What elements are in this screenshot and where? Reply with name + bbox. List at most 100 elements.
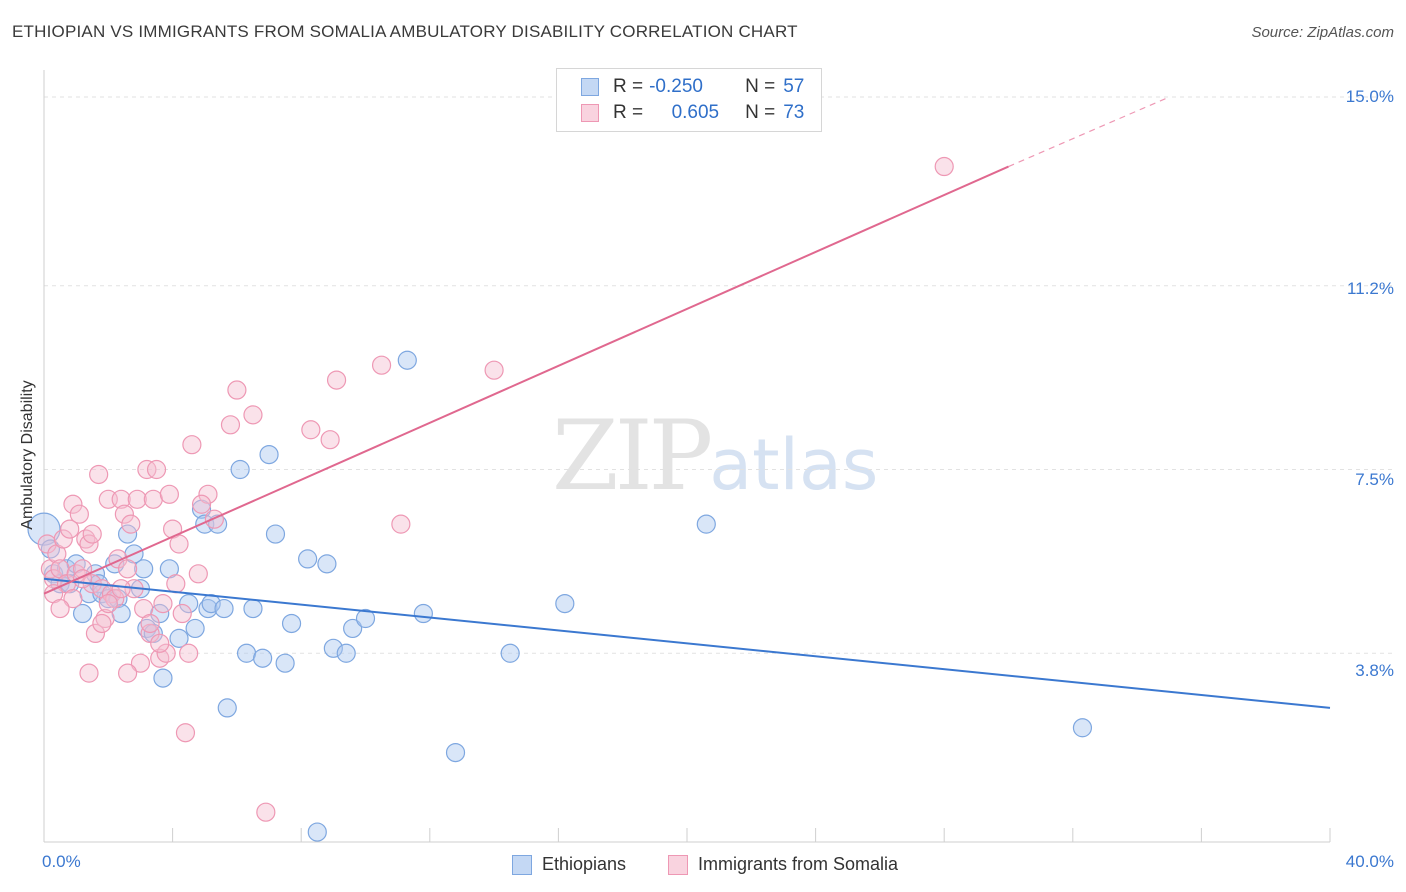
ethiopians-point bbox=[555, 593, 575, 614]
somalia-point bbox=[256, 802, 276, 822]
somalia-point bbox=[484, 360, 504, 380]
somalia-point bbox=[111, 489, 131, 509]
chart-title: ETHIOPIAN VS IMMIGRANTS FROM SOMALIA AMB… bbox=[12, 22, 798, 41]
y-tick-label: 7.5% bbox=[1355, 470, 1394, 489]
somalia-point bbox=[191, 494, 212, 514]
somalia-point bbox=[82, 524, 102, 544]
legend-item-somalia[interactable]: Immigrants from Somalia bbox=[668, 854, 898, 875]
ethiopians-point bbox=[185, 618, 205, 639]
ethiopians-point bbox=[397, 350, 417, 370]
ethiopians-point bbox=[298, 549, 318, 569]
somalia-point bbox=[105, 589, 125, 609]
somalia-point bbox=[934, 156, 954, 177]
somalia-point bbox=[117, 559, 138, 579]
legend-swatch-blue bbox=[512, 854, 532, 875]
somalia-point bbox=[169, 534, 189, 554]
ethiopians-point bbox=[265, 524, 286, 544]
watermark: ZIPatlas bbox=[552, 400, 878, 512]
ethiopians-point bbox=[445, 742, 466, 763]
somalia-point bbox=[111, 579, 131, 599]
ethiopians-point bbox=[179, 593, 199, 614]
x-tick-label: 40.0% bbox=[1345, 852, 1394, 871]
legend-swatch-pink bbox=[581, 104, 599, 122]
somalia-point bbox=[63, 589, 83, 609]
somalia-point bbox=[150, 648, 170, 668]
somalia-point bbox=[371, 355, 392, 375]
somalia-point bbox=[89, 464, 109, 485]
legend-n-label: N = bbox=[745, 102, 776, 123]
somalia-point bbox=[172, 603, 192, 624]
somalia-trend-extension bbox=[1008, 96, 1170, 168]
somalia-point bbox=[92, 613, 112, 634]
x-tick-label: 0.0% bbox=[42, 852, 81, 871]
watermark-atlas: atlas bbox=[709, 424, 879, 506]
correlation-legend: R = -0.250 N = 57 R = 0.605 N = 73 bbox=[556, 68, 822, 132]
somalia-point bbox=[326, 370, 347, 390]
somalia-point bbox=[320, 430, 340, 450]
ethiopians-point bbox=[1072, 718, 1093, 738]
somalia-point bbox=[188, 564, 208, 584]
somalia-point bbox=[137, 459, 157, 480]
somalia-point bbox=[146, 459, 167, 480]
somalia-point bbox=[117, 663, 138, 683]
ethiopians-point bbox=[307, 822, 327, 842]
somalia-point bbox=[220, 415, 241, 435]
somalia-point bbox=[140, 613, 160, 634]
somalia-point bbox=[114, 504, 134, 524]
somalia-point bbox=[130, 653, 151, 673]
y-tick-label: 3.8% bbox=[1355, 661, 1394, 680]
legend-r-label: R = bbox=[613, 76, 644, 97]
somalia-trend-line bbox=[43, 165, 1009, 595]
ethiopians-point bbox=[317, 554, 337, 574]
ethiopians-point bbox=[253, 648, 273, 668]
ethiopians-point bbox=[230, 459, 250, 480]
legend-item-ethiopians[interactable]: Ethiopians bbox=[512, 854, 626, 875]
y-tick-label: 11.2% bbox=[1347, 279, 1394, 298]
legend-r-label: R = bbox=[613, 102, 644, 123]
ethiopians-point bbox=[413, 603, 433, 624]
somalia-point bbox=[50, 598, 70, 619]
ethiopians-point bbox=[243, 598, 263, 619]
ethiopians-point bbox=[323, 638, 343, 658]
ethiopians-point bbox=[72, 603, 93, 624]
watermark-zip: ZIP bbox=[552, 400, 713, 512]
ethiopians-point bbox=[343, 618, 363, 639]
somalia-point bbox=[159, 484, 179, 504]
ethiopians-point bbox=[259, 445, 279, 465]
source-credit: Source: ZipAtlas.com bbox=[1251, 24, 1394, 41]
somalia-point bbox=[98, 593, 118, 614]
ethiopians-trend-line bbox=[43, 577, 1331, 709]
somalia-point bbox=[53, 529, 73, 549]
somalia-point bbox=[175, 723, 196, 743]
somalia-point bbox=[156, 643, 176, 663]
ethiopians-point bbox=[696, 514, 716, 534]
y-axis-label: Ambulatory Disability bbox=[19, 380, 36, 530]
ethiopians-point bbox=[214, 598, 234, 619]
legend-label-somalia: Immigrants from Somalia bbox=[698, 854, 899, 874]
ethiopians-point bbox=[217, 698, 237, 718]
somalia-point bbox=[143, 489, 163, 509]
legend-n-value: 73 bbox=[783, 102, 805, 123]
somalia-point bbox=[391, 514, 411, 534]
ethiopians-point bbox=[281, 613, 302, 634]
somalia-point bbox=[166, 574, 186, 594]
ethiopians-point bbox=[56, 559, 77, 579]
somalia-point bbox=[121, 514, 141, 534]
legend-label-ethiopians: Ethiopians bbox=[542, 854, 627, 874]
series-legend: Ethiopians Immigrants from Somalia bbox=[0, 852, 1406, 878]
somalia-point bbox=[182, 435, 202, 455]
ethiopians-point bbox=[27, 512, 61, 546]
ethiopians-point bbox=[336, 643, 356, 663]
legend-r-value: 0.605 bbox=[671, 102, 720, 123]
somalia-point bbox=[150, 633, 170, 653]
somalia-point bbox=[85, 623, 106, 644]
somalia-point bbox=[72, 559, 93, 579]
somalia-point bbox=[301, 420, 321, 440]
ethiopians-point bbox=[275, 653, 295, 673]
somalia-point bbox=[243, 405, 263, 425]
somalia-point bbox=[198, 484, 218, 504]
somalia-point bbox=[69, 504, 89, 524]
legend-row-ethiopians: R = -0.250 N = 57 bbox=[581, 75, 804, 99]
legend-n-label: N = bbox=[745, 76, 776, 97]
